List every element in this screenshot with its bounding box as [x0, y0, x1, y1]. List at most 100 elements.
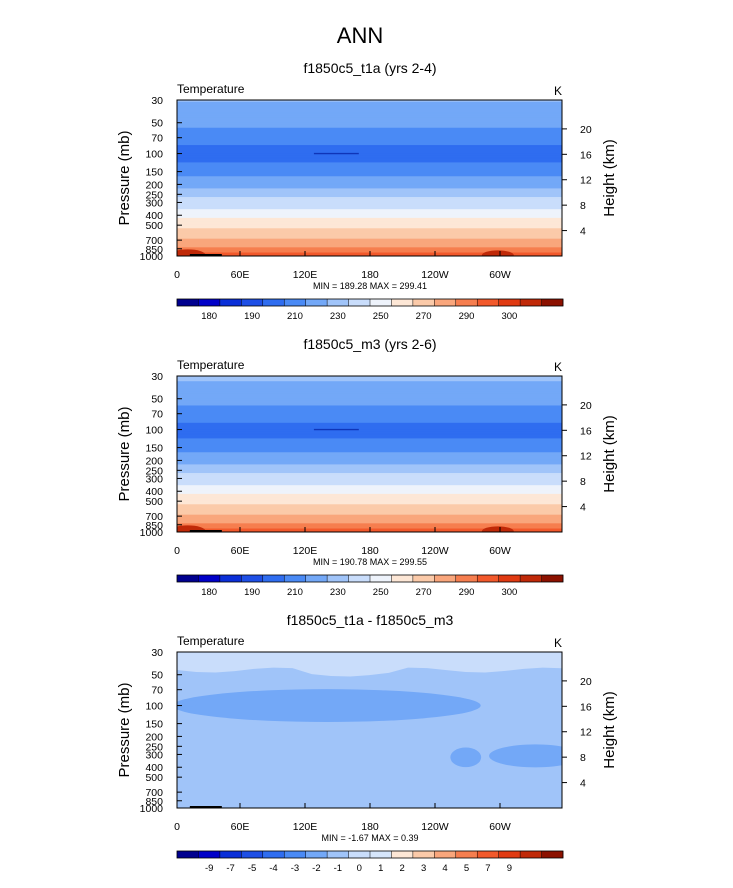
- colorbar-swatch: [327, 575, 349, 582]
- colorbar-label: 290: [459, 311, 475, 322]
- contour-band: [177, 120, 562, 124]
- cold-anomaly: [177, 689, 481, 722]
- colorbar-swatch: [348, 575, 371, 582]
- topography: [189, 254, 222, 256]
- colorbar-swatch: [498, 575, 521, 582]
- colorbar-label: -5: [248, 863, 256, 874]
- contour-band: [177, 459, 562, 462]
- y-tick-label: 500: [145, 772, 163, 784]
- contour-band: [177, 450, 562, 453]
- contour-band: [177, 457, 562, 460]
- contour-band: [177, 462, 562, 465]
- contour-band: [177, 101, 562, 105]
- y-tick-label: 30: [151, 371, 163, 383]
- y-right-tick-label: 20: [580, 400, 592, 412]
- colorbar-swatch: [177, 851, 199, 858]
- contour-band: [177, 219, 562, 222]
- colorbar-swatch: [198, 851, 221, 858]
- x-tick-label: 0: [174, 269, 180, 281]
- contour-band: [177, 402, 562, 405]
- contour-band: [177, 521, 562, 524]
- contour-band: [177, 174, 562, 177]
- x-tick-label: 180: [361, 821, 379, 833]
- contour-band: [177, 419, 562, 422]
- colorbar-label: 7: [485, 863, 490, 874]
- contour-band: [177, 228, 562, 231]
- contour-band: [177, 407, 562, 410]
- contour-band: [177, 113, 562, 117]
- colorbar-label: 0: [357, 863, 362, 874]
- colorbar-swatch: [262, 575, 285, 582]
- contour-band: [177, 197, 562, 200]
- y-tick-label: 250: [145, 189, 163, 201]
- colorbar-label: 3: [421, 863, 426, 874]
- contour-band: [177, 146, 562, 150]
- colorbar-label: 4: [442, 863, 447, 874]
- y-tick-label: 100: [145, 149, 163, 161]
- colorbar-label: -9: [205, 863, 213, 874]
- contour-band: [177, 221, 562, 224]
- contour-band: [177, 476, 562, 479]
- units-label: K: [554, 636, 562, 650]
- contour-band: [177, 108, 562, 111]
- colorbar-swatch: [241, 575, 264, 582]
- contour-band: [177, 388, 562, 391]
- chart-panel-1: f1850c5_t1a (yrs 2-4) Temperature K 30 50 70 1…: [116, 60, 618, 322]
- colorbar-swatch: [391, 575, 414, 582]
- contour-band: [177, 106, 562, 110]
- contour-band: [177, 167, 562, 170]
- contour-band: [177, 145, 562, 148]
- contour-band: [177, 502, 562, 505]
- colorbar-frame: [176, 574, 564, 583]
- colorbar-label: 250: [373, 587, 389, 598]
- colorbar-swatch: [412, 851, 435, 858]
- y-tick-label: 200: [145, 731, 163, 743]
- contour-band: [177, 160, 562, 163]
- contour-band: [177, 403, 562, 407]
- y-right-tick-label: 4: [580, 778, 586, 790]
- y-right-tick-label: 12: [580, 727, 592, 739]
- colorbar-swatch: [198, 575, 221, 582]
- contour-band: [177, 386, 562, 389]
- contour-band: [177, 202, 562, 205]
- contour-band: [177, 223, 562, 226]
- contour-band: [177, 105, 562, 108]
- contour-band: [177, 408, 562, 412]
- colorbar-label: 290: [459, 587, 475, 598]
- contour-band: [177, 422, 562, 426]
- contour-band: [177, 511, 562, 514]
- colorbar-swatch: [455, 575, 478, 582]
- contour-band: [177, 162, 562, 165]
- colorbar-swatch: [498, 299, 521, 306]
- x-tick-label: 120W: [421, 545, 449, 557]
- colorbar-swatch: [520, 299, 542, 306]
- colorbar-swatch: [219, 299, 242, 306]
- contour-band: [177, 467, 562, 471]
- y-tick-label: 300: [145, 473, 163, 485]
- contour-band: [177, 212, 562, 215]
- x-tick-label: 60E: [231, 821, 250, 833]
- contour-band: [177, 410, 562, 413]
- y-tick-label: 200: [145, 455, 163, 467]
- contour-band: [177, 486, 562, 490]
- contour-band: [177, 382, 562, 386]
- contour-band: [177, 514, 562, 517]
- contour-band: [177, 224, 562, 228]
- colorbar-label: -4: [269, 863, 277, 874]
- contour-band: [177, 117, 562, 120]
- colorbar-swatch: [284, 299, 306, 306]
- warm-blob: [481, 250, 514, 256]
- colorbar-swatch: [348, 299, 371, 306]
- chart-panel-2: f1850c5_m3 (yrs 2-6) Temperature K 30 50 70 10…: [116, 336, 618, 598]
- warm-top-band: [177, 652, 562, 677]
- contour-band: [177, 179, 562, 183]
- contour-band: [177, 516, 562, 519]
- contour-band: [177, 198, 562, 202]
- contour-band: [177, 391, 562, 394]
- contour-band: [177, 204, 562, 207]
- colorbar-label: 1: [378, 863, 383, 874]
- contour-band: [177, 191, 562, 195]
- x-tick-label: 0: [174, 545, 180, 557]
- contour-band: [177, 210, 562, 214]
- panel-title: f1850c5_t1a (yrs 2-4): [303, 60, 436, 76]
